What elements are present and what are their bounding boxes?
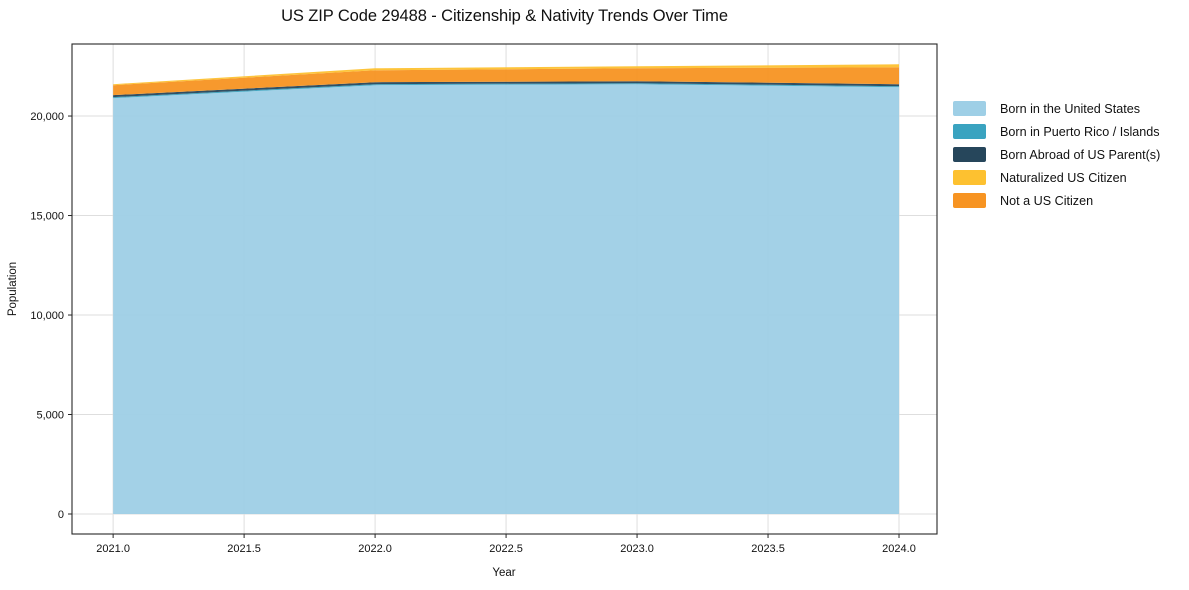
legend-swatch-icon [953, 147, 986, 162]
y-tick-label: 5,000 [36, 410, 64, 422]
legend-item: Naturalized US Citizen [953, 170, 1160, 185]
chart-title: US ZIP Code 29488 - Citizenship & Nativi… [281, 7, 728, 25]
y-tick-label: 15,000 [30, 211, 64, 223]
y-tick-label: 10,000 [30, 310, 64, 322]
axes-spines [71, 43, 938, 535]
legend-label: Born Abroad of US Parent(s) [1000, 147, 1161, 162]
area-not-a-us-citizen [113, 67, 900, 96]
x-tick-label: 2021.5 [227, 543, 261, 555]
legend-swatch-icon [953, 193, 986, 208]
axis-ticks: 2021.0 2021.5 2022.0 2022.5 2023.0 2023.5 2024… [30, 111, 915, 555]
x-tick-label: 2022.0 [358, 543, 392, 555]
area-born-in-the-united-states [113, 84, 900, 515]
legend-swatch-icon [953, 101, 986, 116]
legend-item: Born in Puerto Rico / Islands [953, 124, 1160, 139]
plot-frame [71, 43, 938, 535]
legend: Born in the United States Born in Puerto … [953, 101, 1160, 216]
y-tick-label: 0 [58, 509, 64, 521]
y-axis-label: Population [7, 262, 19, 316]
stacked-areas [113, 64, 900, 515]
legend-swatch-icon [953, 170, 986, 185]
legend-label: Not a US Citizen [1000, 193, 1094, 208]
legend-swatch-icon [953, 124, 986, 139]
legend-label: Born in the United States [1000, 101, 1141, 116]
legend-item: Not a US Citizen [953, 193, 1160, 208]
x-tick-label: 2022.5 [489, 543, 523, 555]
y-tick-label: 20,000 [30, 111, 64, 123]
x-tick-label: 2023.0 [620, 543, 654, 555]
legend-item: Born Abroad of US Parent(s) [953, 147, 1160, 162]
x-tick-label: 2021.0 [96, 543, 130, 555]
legend-label: Naturalized US Citizen [1000, 170, 1127, 185]
area-born-abroad-of-us-parent-s- [113, 81, 900, 98]
area-naturalized-us-citizen [113, 64, 900, 86]
legend-label: Born in Puerto Rico / Islands [1000, 124, 1160, 139]
legend-item: Born in the United States [953, 101, 1160, 116]
x-axis-label: Year [492, 567, 515, 579]
x-tick-label: 2024.0 [882, 543, 916, 555]
x-tick-label: 2023.5 [751, 543, 785, 555]
